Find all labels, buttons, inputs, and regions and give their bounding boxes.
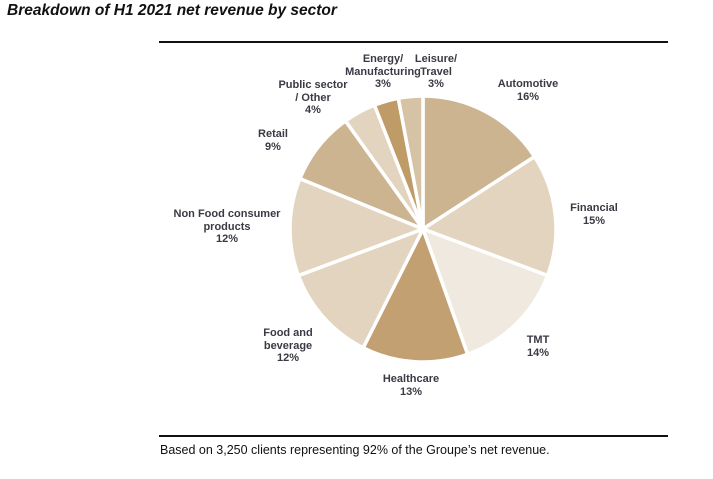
pie-slice-leisure-travel — [396, 94, 425, 231]
label-financial: Financial 15% — [570, 202, 618, 227]
label-public-sector-value: 4% — [305, 104, 321, 116]
label-financial-name: Financial — [570, 202, 618, 214]
label-tmt: TMT 14% — [527, 334, 550, 359]
label-leisure-line2: Travel — [420, 65, 452, 78]
label-retail-value: 9% — [265, 140, 281, 153]
pie-slice-food-and-beverage — [296, 227, 425, 350]
label-tmt-name: TMT — [526, 334, 550, 346]
top-rule — [159, 41, 668, 43]
label-financial-value: 15% — [582, 214, 606, 227]
label-healthcare-name: Healthcare — [382, 373, 440, 385]
pie-slice-healthcare — [361, 227, 470, 364]
label-non-food-value: 12% — [215, 233, 239, 245]
label-public-sector: Public sector / Other 4% — [278, 79, 347, 117]
label-energy: Energy/ Manufacturing 3% — [345, 53, 421, 91]
label-energy-value: 3% — [375, 78, 391, 90]
label-retail-name: Retail — [258, 128, 288, 140]
pie-slice-financial — [421, 154, 558, 278]
label-food-beverage-value: 12% — [276, 352, 300, 364]
bottom-rule — [159, 435, 668, 437]
label-non-food-line2: products — [203, 220, 251, 233]
chart-title: Breakdown of H1 2021 net revenue by sect… — [7, 2, 337, 19]
pie-slices — [288, 94, 558, 364]
label-retail: Retail 9% — [258, 128, 288, 153]
label-food-beverage-line1: Food and — [263, 327, 313, 339]
label-leisure: Leisure/ Travel 3% — [415, 53, 457, 91]
label-automotive-value: 16% — [516, 90, 540, 103]
label-healthcare-value: 13% — [399, 385, 423, 398]
label-food-beverage: Food and beverage 12% — [263, 327, 313, 365]
footnote: Based on 3,250 clients representing 92% … — [160, 443, 550, 457]
label-leisure-line1: Leisure/ — [414, 53, 458, 65]
label-public-sector-line1: Public sector — [278, 79, 348, 91]
label-automotive: Automotive 16% — [498, 78, 559, 103]
label-tmt-value: 14% — [526, 346, 550, 359]
label-food-beverage-line2: beverage — [263, 339, 313, 352]
pie-slice-automotive — [421, 94, 537, 231]
pie-slice-non-food-consumer-products — [288, 176, 425, 278]
label-energy-line2: Manufacturing — [345, 65, 421, 78]
label-energy-line1: Energy/ — [362, 53, 404, 65]
label-non-food-line1: Non Food consumer — [173, 208, 281, 220]
label-non-food: Non Food consumer products 12% — [174, 208, 281, 246]
pie-slice-tmt — [421, 227, 550, 357]
label-leisure-value: 3% — [428, 78, 444, 90]
label-automotive-name: Automotive — [497, 78, 559, 90]
label-public-sector-line2: / Other — [295, 91, 331, 104]
label-healthcare: Healthcare 13% — [383, 373, 439, 398]
